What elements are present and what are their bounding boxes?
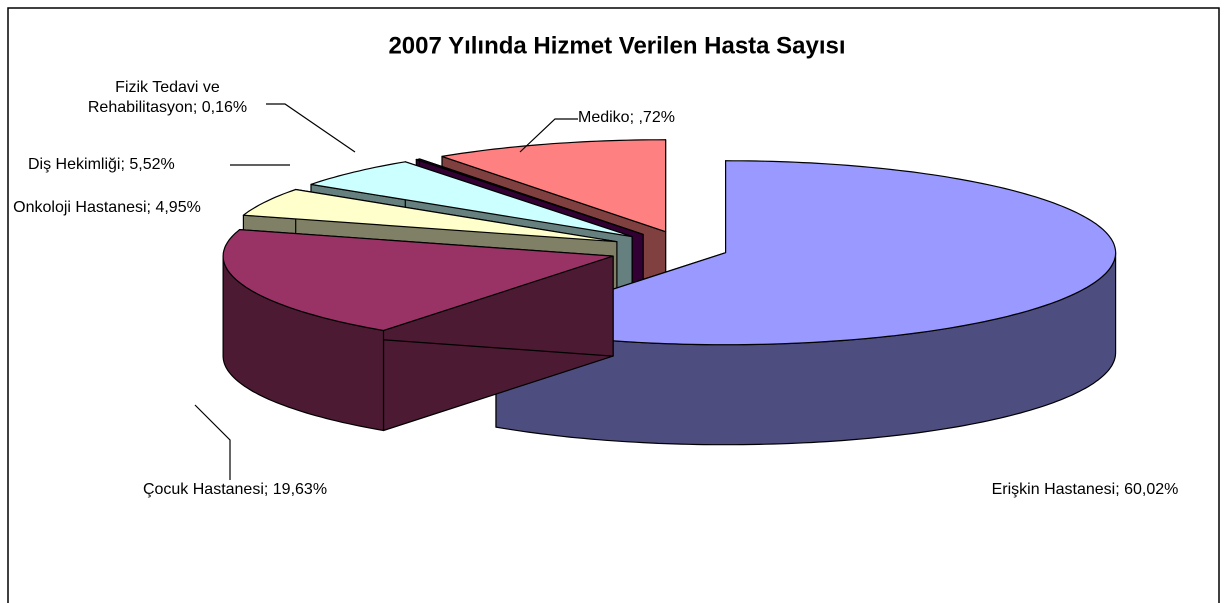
slice-label: Onkoloji Hastanesi; 4,95% [2,198,212,218]
slice-label-value: ,72% [638,109,675,126]
slice-label-name: Onkoloji Hastanesi; [13,199,151,216]
slice-label-value: 4,95% [155,199,201,216]
slice-label-name: Fizik Tedavi ve Rehabilitasyon; [87,79,220,116]
slice-top [310,161,633,238]
leader-line [519,118,578,153]
slice-label-name: Çocuk Hastanesi; [142,481,269,498]
leader-line [194,404,231,480]
slice-label: Erişkin Hastanesi; 60,02% [990,480,1180,500]
slice-label: Çocuk Hastanesi; 19,63% [140,480,330,500]
leader-line [266,103,356,153]
slice-label-value: 0,16% [201,99,248,116]
slice-label: Mediko; ,72% [578,108,738,128]
slice-label: Diş Hekimliği; 5,52% [28,155,268,175]
slice-top [222,229,614,332]
slice-label-name: Mediko; [578,109,635,126]
slice-top [495,160,1117,346]
chart-title: 2007 Yılında Hizmet Verilen Hasta Sayısı [388,32,845,59]
slice-label-value: 60,02% [1124,481,1179,498]
slice-top [441,139,667,233]
pie [222,139,1117,446]
leaders [194,103,578,480]
slice-top [415,158,644,235]
slice-label-value: 19,63% [272,481,328,498]
slice-label-value: 5,52% [129,156,175,173]
slice-top [242,188,618,243]
slice [222,229,614,432]
slice-label-name: Erişkin Hastanesi; [991,481,1120,498]
slice-label: Fizik Tedavi ve Rehabilitasyon; 0,16% [60,78,275,118]
slice-label-name: Diş Hekimliği; [28,156,125,173]
